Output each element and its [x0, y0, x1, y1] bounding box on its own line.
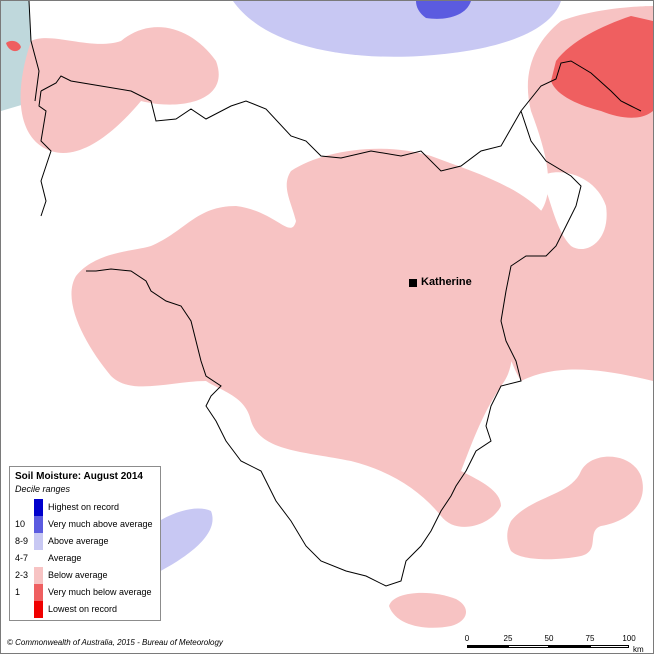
- legend-label: Very much above average: [48, 519, 153, 529]
- legend-row-very-much-above: 10 Very much above average: [10, 516, 160, 533]
- scale-tick-label: 100: [622, 634, 636, 643]
- region-below-average-south: [389, 592, 467, 628]
- scale-tick-label: 75: [585, 634, 595, 643]
- legend-code: 10: [15, 519, 26, 529]
- scale-tick-label: 0: [464, 634, 470, 643]
- scale-bar-segment: [590, 645, 629, 648]
- legend-label: Above average: [48, 536, 109, 546]
- region-below-average-northwest: [20, 27, 219, 153]
- legend-swatch-average: [34, 550, 43, 567]
- legend-row-above: 8-9 Above average: [10, 533, 160, 550]
- legend-title: Soil Moisture: August 2014: [15, 471, 143, 482]
- scale-unit: km: [633, 645, 644, 654]
- legend: Soil Moisture: August 2014 Decile ranges…: [9, 466, 161, 621]
- legend-subtitle: Decile ranges: [15, 484, 71, 494]
- legend-swatch-highest: [34, 499, 43, 516]
- legend-swatch-very-much-above: [34, 516, 43, 533]
- town-label: Katherine: [421, 276, 472, 288]
- legend-label: Very much below average: [48, 587, 152, 597]
- legend-label: Lowest on record: [48, 604, 118, 614]
- legend-code: 8-9: [15, 536, 29, 546]
- legend-swatch-very-much-below: [34, 584, 43, 601]
- legend-swatch-above: [34, 533, 43, 550]
- region-below-average-southeast: [507, 456, 643, 560]
- scale-bar-segment: [467, 645, 508, 648]
- copyright-notice: © Commonwealth of Australia, 2015 - Bure…: [7, 638, 223, 647]
- coast-line: [28, 1, 40, 102]
- region-below-average-small-nw: [6, 40, 21, 52]
- region-very-much-above: [416, 1, 471, 19]
- legend-code: 2-3: [15, 570, 29, 580]
- region-very-much-below: [551, 16, 653, 118]
- scale-tick-label: 50: [544, 634, 554, 643]
- legend-row-below: 2-3 Below average: [10, 567, 160, 584]
- legend-label: Below average: [48, 570, 108, 580]
- scale-bar-segment: [508, 645, 549, 648]
- scale-bar: 0 25 50 75 100 km: [464, 634, 644, 653]
- scale-tick-label: 25: [503, 634, 513, 643]
- region-below-average-central: [71, 148, 552, 527]
- district-boundary: [38, 60, 642, 587]
- legend-label: Average: [48, 553, 82, 563]
- legend-row-very-much-below: 1 Very much below average: [10, 584, 160, 601]
- legend-swatch-lowest: [34, 601, 43, 618]
- scale-bar-segment: [549, 645, 590, 648]
- legend-row-lowest: Lowest on record: [10, 601, 160, 618]
- legend-label: Highest on record: [48, 502, 120, 512]
- region-above-average-north: [233, 1, 561, 57]
- legend-code: 1: [15, 587, 21, 597]
- town-marker: [409, 279, 417, 287]
- legend-row-average: 4-7 Average: [10, 550, 160, 567]
- legend-row-highest: Highest on record: [10, 499, 160, 516]
- legend-swatch-below: [34, 567, 43, 584]
- legend-code: 4-7: [15, 553, 29, 563]
